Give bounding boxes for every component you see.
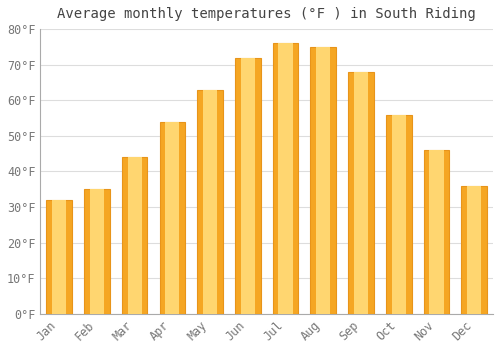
Bar bbox=[430, 150, 444, 314]
Bar bbox=[354, 72, 368, 314]
Bar bbox=[198, 90, 223, 314]
Bar bbox=[272, 43, 298, 314]
Bar bbox=[166, 122, 179, 314]
Bar bbox=[316, 47, 330, 314]
Bar bbox=[467, 186, 481, 314]
Bar bbox=[84, 189, 110, 314]
Bar bbox=[424, 150, 450, 314]
Bar bbox=[160, 122, 185, 314]
Bar bbox=[52, 200, 66, 314]
Bar bbox=[278, 43, 292, 314]
Title: Average monthly temperatures (°F ) in South Riding: Average monthly temperatures (°F ) in So… bbox=[58, 7, 476, 21]
Bar bbox=[310, 47, 336, 314]
Bar bbox=[241, 57, 255, 314]
Bar bbox=[235, 57, 260, 314]
Bar bbox=[392, 114, 406, 314]
Bar bbox=[348, 72, 374, 314]
Bar bbox=[203, 90, 217, 314]
Bar bbox=[128, 157, 141, 314]
Bar bbox=[122, 157, 148, 314]
Bar bbox=[386, 114, 411, 314]
Bar bbox=[462, 186, 487, 314]
Bar bbox=[90, 189, 104, 314]
Bar bbox=[46, 200, 72, 314]
